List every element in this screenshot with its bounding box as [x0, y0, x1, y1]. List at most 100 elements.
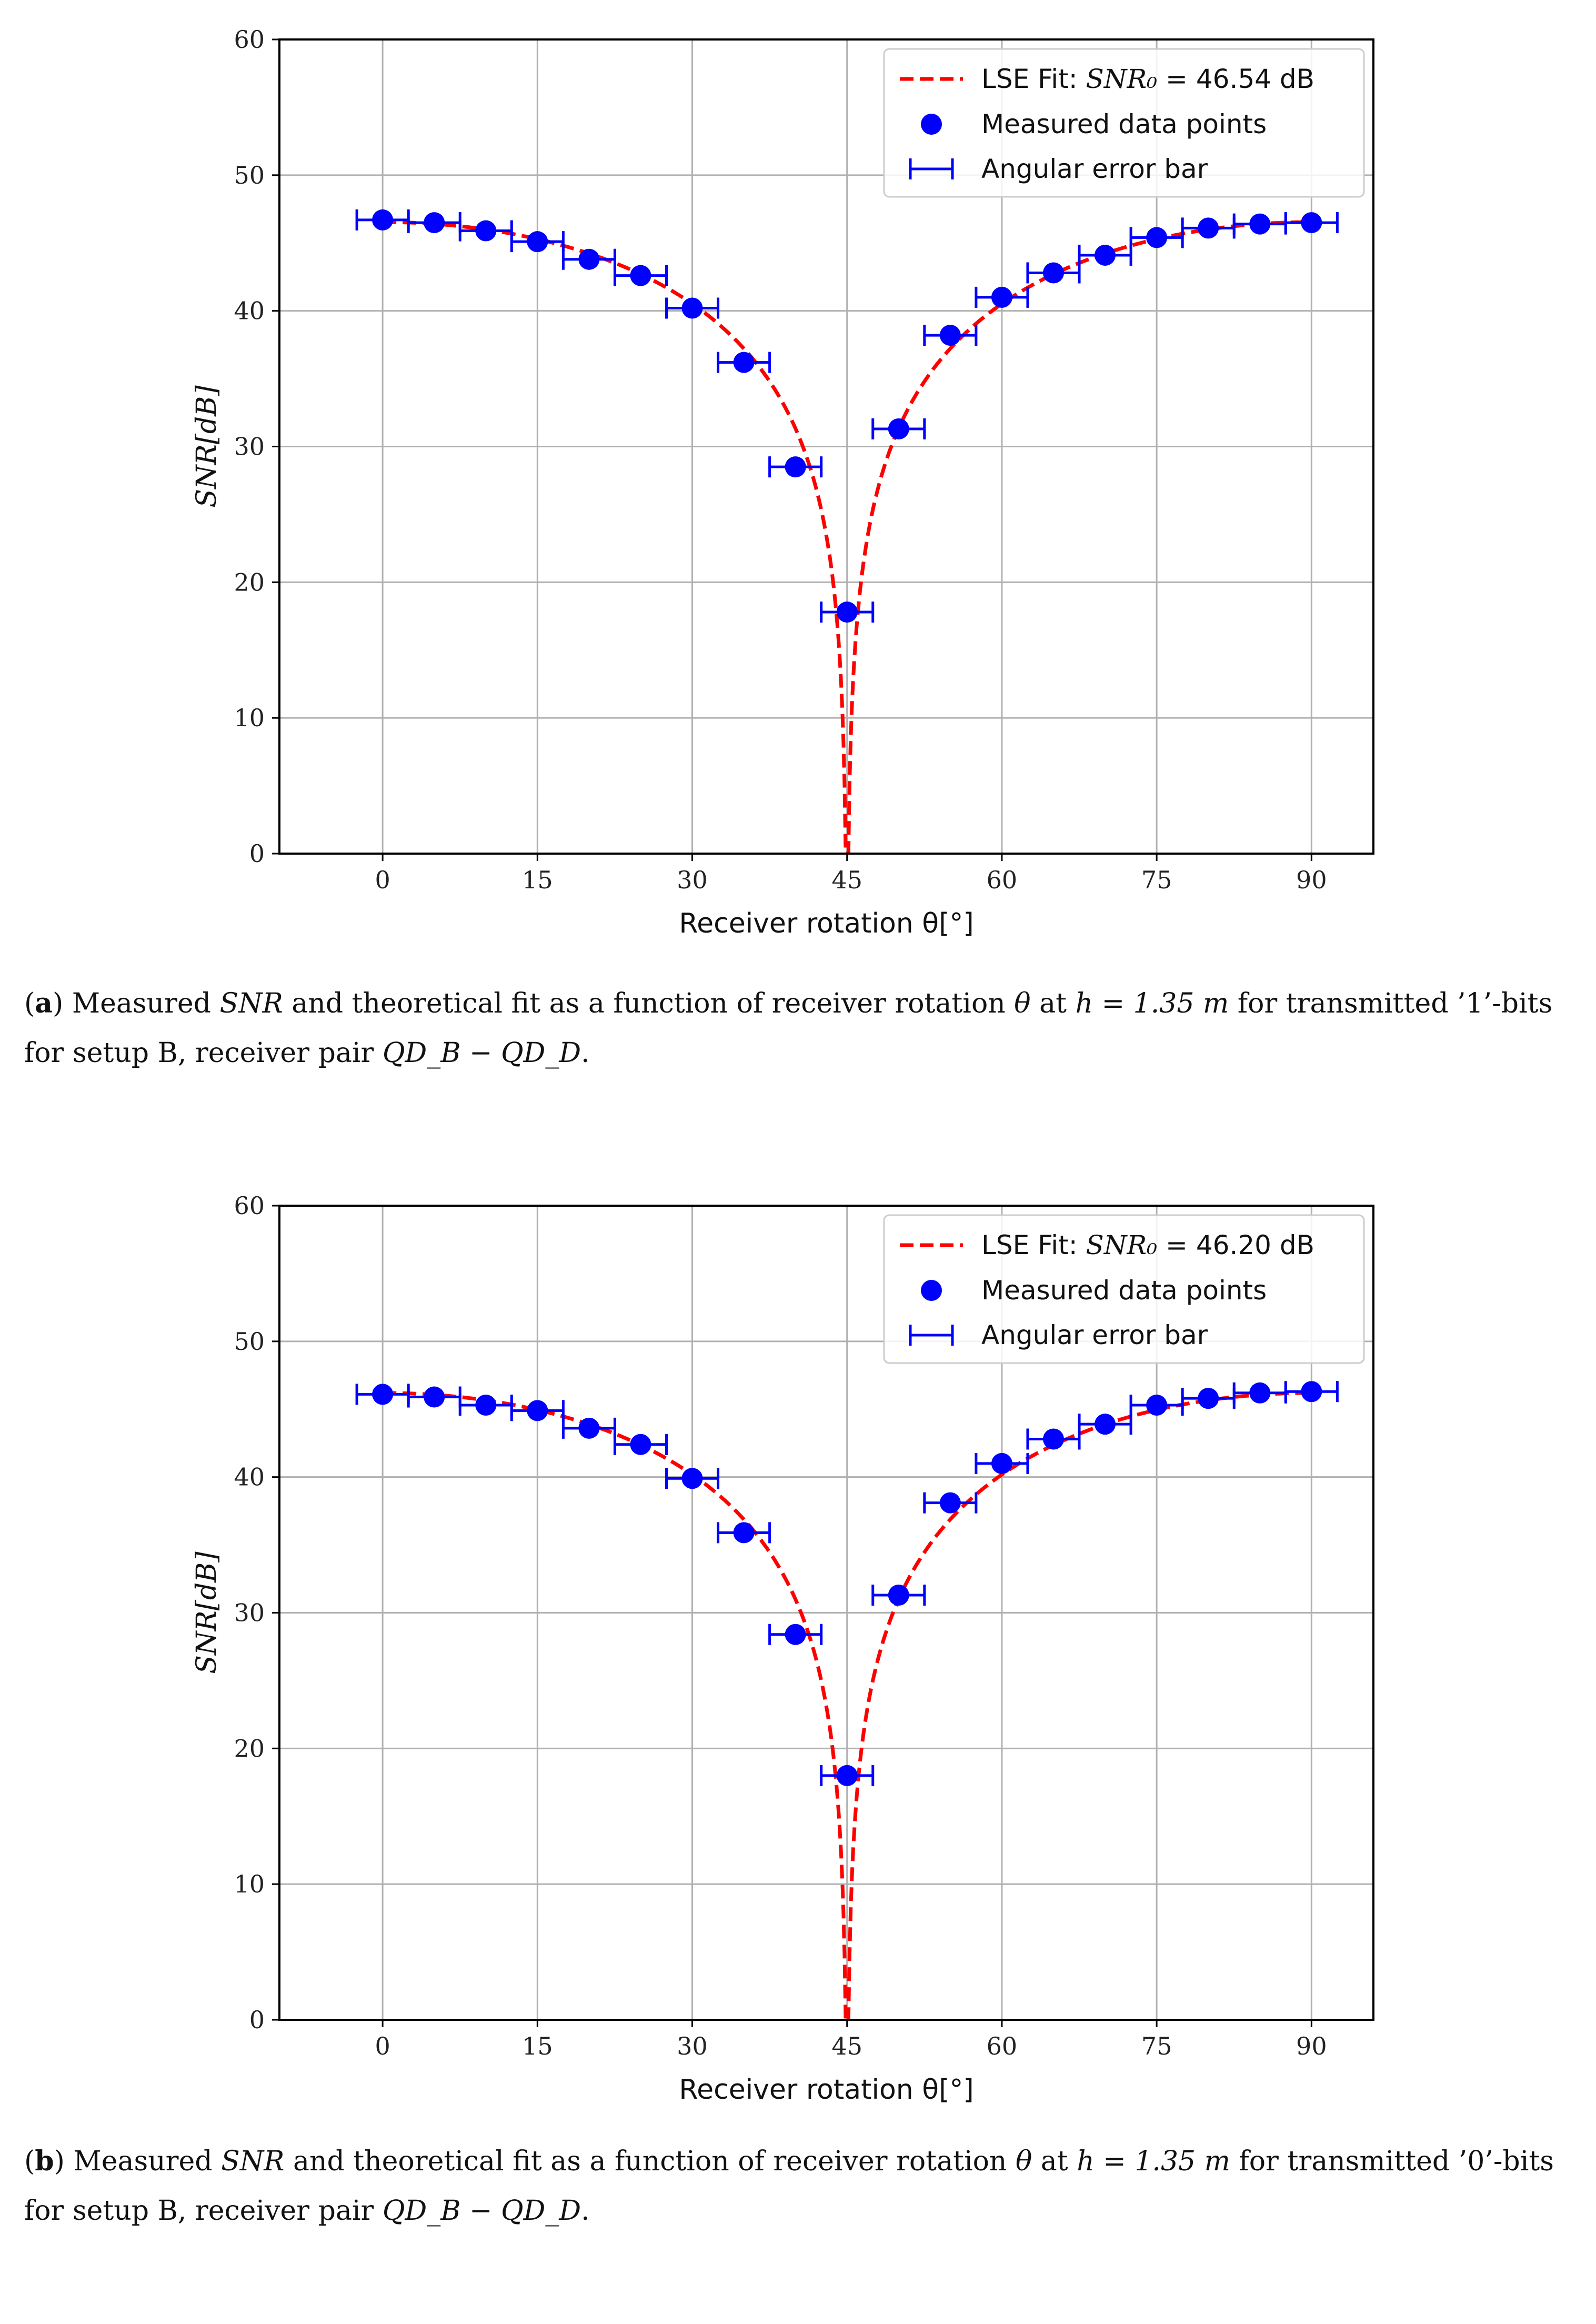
data-point-group [717, 352, 771, 373]
y-tick-label: 50 [234, 161, 265, 189]
legend-swatch-point [921, 114, 942, 135]
data-point [1249, 1382, 1271, 1404]
data-point [1249, 213, 1271, 235]
legend-label-points: Measured data points [981, 109, 1267, 139]
x-tick-label: 60 [987, 2032, 1018, 2060]
data-point [785, 456, 806, 478]
legend-label-fit: LSE Fit: SNR₀ = 46.20 dB [981, 1230, 1314, 1260]
x-tick-label: 15 [522, 2032, 553, 2060]
data-point [578, 1417, 600, 1439]
data-point [836, 1765, 858, 1786]
data-point-group [1181, 217, 1236, 239]
legend-label-errorbar: Angular error bar [981, 154, 1208, 184]
x-tick-label: 45 [831, 866, 862, 894]
data-point-group [975, 1452, 1029, 1474]
data-point [939, 325, 961, 346]
data-point [578, 248, 600, 270]
data-point [475, 1395, 497, 1416]
data-point [681, 1468, 703, 1489]
data-point-group [871, 418, 926, 439]
data-point-group [1078, 244, 1132, 266]
data-point [424, 1386, 445, 1408]
y-tick-label: 0 [249, 2006, 265, 2034]
x-tick-label: 60 [987, 866, 1018, 894]
data-point [1301, 212, 1322, 234]
x-tick-label: 90 [1296, 2032, 1327, 2060]
legend: LSE Fit: SNR₀ = 46.54 dB Measured data po… [883, 48, 1365, 198]
data-point-group [613, 265, 668, 286]
data-point-group [613, 1434, 668, 1455]
data-point-group [1284, 1381, 1339, 1403]
caption-text: . [581, 2195, 590, 2227]
caption-text: at [1030, 988, 1076, 1019]
legend-label-fit: LSE Fit: SNR₀ = 46.54 dB [981, 64, 1314, 94]
caption-text: and theoretical fit as a function of rec… [283, 988, 1015, 1019]
data-point-group [923, 325, 978, 346]
data-point [836, 602, 858, 623]
data-point [372, 1384, 394, 1405]
plot-frame [278, 38, 1374, 855]
data-point [733, 1522, 755, 1544]
y-tick-label: 40 [234, 297, 265, 325]
data-point [1095, 244, 1116, 266]
caption-label: b [35, 2145, 54, 2177]
caption-snr: SNR [221, 2146, 285, 2177]
legend-box [883, 1214, 1365, 1364]
legend-label-fit-math: SNR₀ [1086, 1230, 1157, 1260]
y-tick-label: 30 [234, 1599, 265, 1627]
data-point [939, 1492, 961, 1514]
data-point-group [1232, 1382, 1287, 1404]
chart-b: 0 15 30 45 60 75 90 0 10 20 30 40 50 60 Receiver rotat… [191, 1191, 1374, 2106]
caption-text: at [1032, 2146, 1077, 2177]
data-point [1146, 227, 1168, 248]
data-point [1146, 1395, 1168, 1416]
legend-box [883, 48, 1365, 198]
data-point-group [1284, 212, 1339, 234]
data-point-group [717, 1522, 771, 1544]
data-point-group [510, 1400, 565, 1421]
caption-b: (b) Measured SNR and theoretical fit as … [24, 2145, 1554, 2227]
data-point-group [923, 1492, 978, 1514]
caption-text: Measured [73, 2146, 222, 2177]
legend-label-fit-prefix: LSE Fit: [981, 1230, 1086, 1260]
y-tick-label: 0 [249, 839, 265, 868]
x-tick-label: 45 [831, 2032, 862, 2060]
data-point [681, 297, 703, 319]
data-point [785, 1624, 806, 1645]
chart-a: 0 15 30 45 60 75 90 0 10 20 30 40 50 60 Receiver rotat… [191, 25, 1374, 939]
data-point [991, 286, 1012, 308]
data-point-group [820, 602, 875, 623]
data-point-group [665, 297, 720, 319]
data-point [888, 418, 909, 439]
y-tick-label: 10 [234, 704, 265, 732]
data-point-group [768, 1624, 823, 1645]
data-point-group [1232, 213, 1287, 235]
legend-label-points: Measured data points [981, 1275, 1267, 1306]
data-point [630, 265, 651, 286]
legend: LSE Fit: SNR₀ = 46.20 dB Measured data po… [883, 1214, 1365, 1364]
caption-receiver-pair: QD_B − QD_D [382, 2195, 581, 2227]
x-tick-label: 15 [522, 866, 553, 894]
legend-swatch-point [921, 1280, 942, 1301]
legend-label-fit-value: = 46.20 dB [1157, 1230, 1314, 1260]
data-point-group [665, 1468, 720, 1489]
data-point-group [1026, 262, 1081, 284]
figure-panel-b: 0 15 30 45 60 75 90 0 10 20 30 40 50 60 Receiver rotat… [0, 1166, 1596, 2324]
x-tick-label: 0 [375, 2032, 390, 2060]
caption-snr: SNR [219, 988, 283, 1019]
data-point [991, 1452, 1012, 1474]
x-tick-label: 30 [677, 866, 708, 894]
x-tick-label: 75 [1141, 2032, 1172, 2060]
data-point-group [820, 1765, 875, 1786]
figure-panel-a: 0 15 30 45 60 75 90 0 10 20 30 40 50 60 Receiver rotat… [0, 0, 1596, 1158]
data-point [475, 220, 497, 242]
caption-theta: θ [1014, 988, 1031, 1019]
data-point [424, 212, 445, 234]
y-tick-label: 20 [234, 568, 265, 596]
data-point [1095, 1414, 1116, 1435]
x-axis-label: Receiver rotation θ[°] [679, 908, 973, 939]
data-point [372, 209, 394, 231]
x-tick-label: 30 [677, 2032, 708, 2060]
plot-frame [278, 1205, 1374, 2021]
caption-text: for transmitted ’0’-bits for setup B, re… [24, 2146, 1554, 2227]
